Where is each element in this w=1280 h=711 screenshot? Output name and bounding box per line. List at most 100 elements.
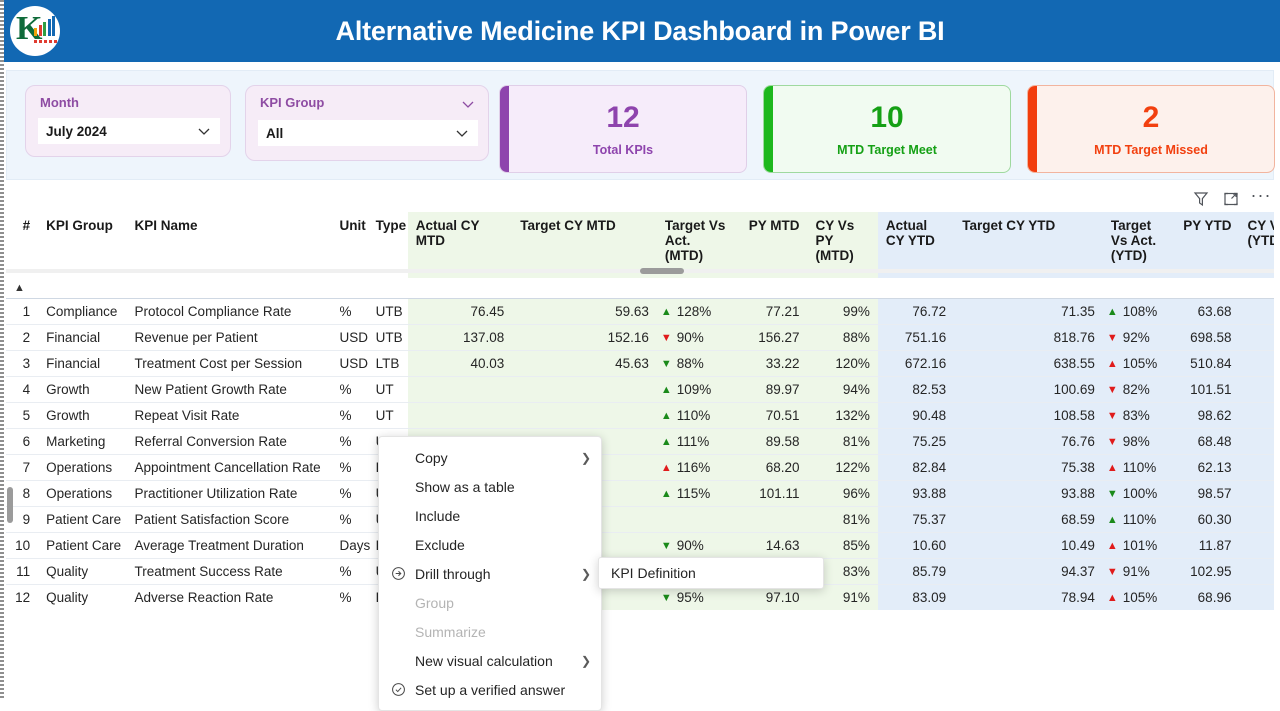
- cell-kpi-group: Patient Care: [38, 531, 127, 558]
- th-index[interactable]: #: [22, 218, 31, 233]
- trend-arrow-icon: ▼: [660, 331, 672, 344]
- th-target-vs-act-ytd[interactable]: Target Vs Act. (YTD): [1102, 212, 1174, 278]
- trend-arrow-icon: ▼: [660, 357, 672, 370]
- th-kpi-group[interactable]: KPI Group: [46, 218, 113, 233]
- trend-arrow-icon: ▲: [1106, 539, 1118, 552]
- cell-kpi-group: Operations: [38, 479, 127, 506]
- cell-py-ytd: 60.30: [1173, 505, 1240, 532]
- cell-py-ytd: 62.13: [1173, 453, 1240, 480]
- cell-actual-cy-ytd: 10.60: [877, 531, 955, 558]
- table-row[interactable]: 8 Operations Practitioner Utilization Rate…: [6, 479, 1274, 506]
- cell-py-mtd: 156.27: [739, 323, 808, 350]
- th-actual-cy-ytd[interactable]: Actual CY YTD: [877, 212, 955, 278]
- cell-kpi-group: Patient Care: [38, 505, 127, 532]
- kpi-logo-icon: K: [6, 4, 62, 58]
- th-unit[interactable]: Unit: [339, 218, 366, 233]
- th-target-cy-ytd[interactable]: Target CY YTD: [954, 212, 1103, 278]
- menu-item-exclude[interactable]: Exclude: [379, 530, 601, 559]
- submenu-item-kpi-definition[interactable]: KPI Definition: [611, 565, 696, 581]
- page-left-edge-marker: [0, 0, 4, 700]
- menu-item-include[interactable]: Include: [379, 501, 601, 530]
- cell-target-vs-act-ytd: ▲ 105%: [1102, 349, 1174, 376]
- cell-kpi-group: Operations: [38, 453, 127, 480]
- sort-ascending-indicator[interactable]: ▲: [6, 278, 39, 298]
- cell-target-vs-act-mtd: ▲ 116%: [656, 453, 740, 480]
- menu-item-copy[interactable]: Copy ❯: [379, 443, 601, 472]
- month-slicer-label: Month: [40, 95, 79, 110]
- cell-kpi-name: Adverse Reaction Rate: [126, 583, 332, 610]
- cell-target-vs-act-ytd: ▼ 83%: [1102, 401, 1174, 428]
- cell-index: 10: [6, 531, 39, 558]
- table-row[interactable]: 3 Financial Treatment Cost per Session USD L…: [6, 349, 1274, 376]
- th-type[interactable]: Type: [375, 218, 407, 233]
- th-target-vs-act-mtd[interactable]: Target Vs Act. (MTD): [656, 212, 740, 278]
- kpi-card-mtd-target-missed[interactable]: 2 MTD Target Missed: [1027, 85, 1275, 173]
- month-selected-value: July 2024: [46, 123, 107, 139]
- table-row[interactable]: 10 Patient Care Average Treatment Duration…: [6, 531, 1274, 558]
- cell-cy-vs-py-mtd: 120%: [807, 349, 878, 376]
- month-dropdown[interactable]: July 2024: [38, 118, 220, 144]
- table-row[interactable]: 5 Growth Repeat Visit Rate% UT ▲ 110% 70.51 132…: [6, 401, 1274, 428]
- kpi-card-total-kpis[interactable]: 12 Total KPIs: [499, 85, 747, 173]
- card-accent-bar: [764, 86, 773, 172]
- cell-actual-cy-ytd: 93.88: [877, 479, 955, 506]
- table-row[interactable]: 2 Financial Revenue per Patient USD UTB 137.0…: [6, 323, 1274, 350]
- th-target-cy-mtd[interactable]: Target CY MTD: [512, 212, 657, 278]
- table-row[interactable]: 9 Patient Care Patient Satisfaction Score%…: [6, 505, 1274, 532]
- th-kpi-name[interactable]: KPI Name: [134, 218, 198, 233]
- menu-item-new-visual-calculation[interactable]: New visual calculation ❯: [379, 646, 601, 675]
- horizontal-scrollbar-thumb[interactable]: [640, 268, 684, 274]
- filter-icon[interactable]: [1188, 187, 1214, 211]
- table-row[interactable]: 4 Growth New Patient Growth Rate% UT ▲ 109% 89…: [6, 375, 1274, 402]
- focus-mode-icon[interactable]: [1218, 187, 1244, 211]
- cell-actual-cy-ytd: 75.25: [877, 427, 955, 454]
- trend-arrow-icon: ▼: [660, 591, 672, 604]
- cell-py-ytd: 63.68: [1173, 297, 1240, 324]
- cell-kpi-name: Treatment Cost per Session: [126, 349, 332, 376]
- th-cy-vs-py-mtd[interactable]: CY Vs PY (MTD): [807, 212, 878, 278]
- kpi-group-dropdown[interactable]: All: [258, 120, 478, 146]
- th-cy-vs-py-ytd[interactable]: CY Vs PY (YTD): [1239, 212, 1274, 278]
- trend-arrow-icon: ▲: [1106, 513, 1118, 526]
- cell-kpi-group: Growth: [38, 375, 127, 402]
- cell-py-mtd: 14.63: [739, 531, 808, 558]
- kpi-group-slicer-label: KPI Group: [260, 95, 325, 110]
- context-submenu[interactable]: KPI Definition: [598, 557, 824, 589]
- th-py-mtd[interactable]: PY MTD: [739, 212, 808, 278]
- context-menu[interactable]: Copy ❯ Show as a table Include Exclude Drill …: [378, 436, 602, 711]
- report-canvas: Month July 2024 KPI Group All 12: [0, 62, 1280, 711]
- table-row[interactable]: 7 Operations Appointment Cancellation Rate…: [6, 453, 1274, 480]
- cell-index: 7: [6, 453, 39, 480]
- cell-target-cy-ytd: 108.58: [954, 401, 1103, 428]
- kpi-group-slicer[interactable]: KPI Group All: [245, 85, 489, 161]
- menu-item-show-as-a-table[interactable]: Show as a table: [379, 472, 601, 501]
- trend-arrow-icon: ▲: [660, 383, 672, 396]
- chevron-right-icon: ❯: [580, 566, 591, 581]
- cell-target-cy-ytd: 71.35: [954, 297, 1103, 324]
- menu-item-set-up-a-verified-answer[interactable]: Set up a verified answer: [379, 675, 601, 704]
- cell-kpi-group: Financial: [38, 323, 127, 350]
- cell-unit: USD: [331, 349, 368, 376]
- cell-unit: %: [331, 583, 368, 610]
- kpi-card-mtd-target-meet[interactable]: 10 MTD Target Meet: [763, 85, 1011, 173]
- chevron-down-icon: [454, 125, 470, 146]
- th-actual-cy-mtd[interactable]: Actual CY MTD: [407, 212, 513, 278]
- table-row[interactable]: 1 Compliance Protocol Compliance Rate% UTB 7…: [6, 297, 1274, 324]
- cell-cy-vs-py-ytd: [1239, 323, 1274, 350]
- cell-index: 5: [6, 401, 39, 428]
- vertical-scrollbar-thumb[interactable]: [7, 487, 13, 523]
- menu-item-label: Set up a verified answer: [415, 681, 566, 698]
- cell-cy-vs-py-ytd: [1239, 453, 1274, 480]
- cell-target-vs-act-ytd: ▼ 82%: [1102, 375, 1174, 402]
- cell-kpi-name: Patient Satisfaction Score: [126, 505, 332, 532]
- cell-target-cy-ytd: 76.76: [954, 427, 1103, 454]
- chevron-down-icon[interactable]: [460, 96, 476, 117]
- more-options-button[interactable]: ···: [1250, 185, 1272, 205]
- cell-py-mtd: 101.11: [739, 479, 808, 506]
- menu-item-drill-through[interactable]: Drill through ❯: [379, 559, 601, 588]
- th-py-ytd[interactable]: PY YTD: [1173, 212, 1240, 278]
- month-slicer[interactable]: Month July 2024: [25, 85, 231, 157]
- mtd-target-meet-caption: MTD Target Meet: [837, 143, 937, 157]
- menu-item-label: Group: [415, 594, 454, 611]
